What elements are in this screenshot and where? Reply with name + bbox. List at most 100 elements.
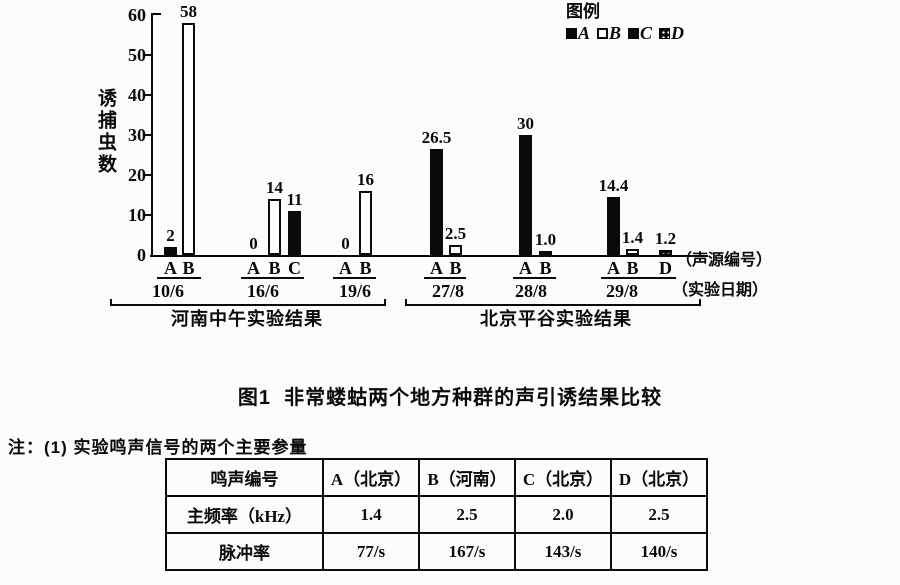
y-axis-tick: [144, 174, 152, 176]
bar-value-label: 16: [357, 170, 374, 189]
source-letter: A: [430, 258, 443, 278]
value-cell: 2.5: [610, 495, 708, 534]
value-cell: 167/s: [418, 532, 516, 571]
value-cell: B（河南）: [418, 458, 516, 497]
bar-value-label: 0: [341, 234, 350, 253]
legend-label: B: [609, 23, 622, 43]
experiment-date: 28/8: [514, 281, 548, 301]
source-letters-underline: [424, 277, 466, 279]
source-letters-underline: [513, 277, 556, 279]
bar-27/8-A: [430, 149, 443, 255]
bar-28/8-A: [519, 135, 532, 255]
row-header-cell: 脉冲率: [165, 532, 324, 571]
bar-29/8-D: [659, 250, 672, 255]
source-letter: B: [182, 258, 195, 278]
source-letter: B: [539, 258, 552, 278]
y-tick-label: 60: [128, 5, 146, 25]
source-letters-underline: [333, 277, 376, 279]
legend-item-B: B: [597, 24, 621, 42]
legend-marker-A: [566, 27, 577, 39]
bar-value-label: 2: [166, 226, 175, 245]
figure-caption: 图1 非常蝼蛄两个地方种群的声引诱结果比较: [237, 387, 663, 409]
y-tick-label: 0: [137, 245, 146, 265]
bar-value-label: 30: [517, 114, 534, 133]
value-cell: 2.0: [514, 495, 612, 534]
experiment-date: 29/8: [605, 281, 639, 301]
bar-value-label: 1.0: [534, 230, 557, 249]
legend-label: D: [671, 23, 685, 43]
row-header-cell: 主频率（kHz）: [165, 495, 324, 534]
bar-value-label: 26.5: [421, 128, 452, 147]
source-letter: B: [626, 258, 639, 278]
bar-value-label: 1.4: [621, 228, 644, 247]
y-axis-tick: [144, 54, 152, 56]
source-code-axis-label: （声源编号）: [676, 252, 773, 269]
experiment-date: 10/6: [151, 281, 185, 301]
value-cell: 1.4: [322, 495, 420, 534]
value-cell: D（北京）: [610, 458, 708, 497]
y-tick-label: 20: [128, 165, 146, 185]
region-label: 北京平谷实验结果: [480, 309, 632, 329]
value-cell: 77/s: [322, 532, 420, 571]
experiment-date: 27/8: [431, 281, 465, 301]
experiment-date-axis-label: （实验日期）: [672, 282, 769, 299]
y-tick-label: 50: [128, 45, 146, 65]
source-letters-underline: [601, 277, 676, 279]
value-cell: 143/s: [514, 532, 612, 571]
table-header-row: 鸣声编号 A（北京） B（河南） C（北京） D（北京）: [165, 458, 708, 497]
bar-16/6-C: [288, 211, 301, 255]
bar-29/8-A: [607, 197, 620, 255]
region-bracket: [405, 299, 701, 306]
bar-value-label: 1.2: [654, 229, 677, 248]
row-header-cell: 鸣声编号: [165, 458, 324, 497]
legend-label: A: [578, 23, 591, 43]
source-letter: B: [449, 258, 462, 278]
bar-value-label: 11: [286, 190, 303, 209]
bar-16/6-B: [268, 199, 281, 255]
y-tick-label: 30: [128, 125, 146, 145]
bar-27/8-B: [449, 245, 462, 255]
bar-value-label: 2.5: [444, 224, 467, 243]
source-letter: A: [164, 258, 177, 278]
legend-item-C: C: [628, 24, 652, 42]
bar-10/6-A: [164, 247, 177, 255]
source-letter: A: [247, 258, 260, 278]
source-letters-underline: [241, 277, 304, 279]
source-letter: D: [659, 258, 672, 278]
value-cell: A（北京）: [322, 458, 420, 497]
source-letters-underline: [157, 277, 201, 279]
y-tick-label: 10: [128, 205, 146, 225]
source-letter: A: [519, 258, 532, 278]
y-axis-tick: [144, 134, 152, 136]
source-letter: A: [339, 258, 352, 278]
bar-19/6-B: [359, 191, 372, 255]
legend-marker-D: [659, 27, 671, 39]
value-cell: 2.5: [418, 495, 516, 534]
value-cell: 140/s: [610, 532, 708, 571]
y-axis-line: [151, 13, 153, 257]
region-bracket: [110, 299, 386, 306]
source-letter: A: [607, 258, 620, 278]
bar-value-label: 0: [249, 234, 258, 253]
legend-item-D: D: [659, 24, 684, 42]
y-axis-tick: [144, 214, 152, 216]
y-axis-tick: [144, 94, 152, 96]
source-letter: C: [288, 258, 301, 278]
y-axis-label: 诱捕虫数: [95, 88, 116, 176]
bar-value-label: 14: [266, 178, 283, 197]
y-axis-top-tick: [153, 13, 161, 15]
legend-label: C: [640, 23, 653, 43]
bar-value-label: 14.4: [598, 176, 629, 195]
legend-marker-B: [597, 27, 609, 39]
experiment-date: 19/6: [338, 281, 372, 301]
legend-title: 图例: [566, 2, 600, 21]
bar-29/8-B: [626, 249, 639, 255]
legend-marker-C: [628, 27, 640, 39]
region-label: 河南中午实验结果: [171, 309, 323, 329]
source-letter: B: [268, 258, 281, 278]
y-tick-label: 40: [128, 85, 146, 105]
bar-value-label: 58: [180, 2, 197, 21]
